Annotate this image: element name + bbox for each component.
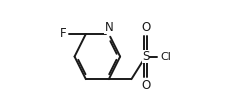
Text: S: S [141, 50, 149, 63]
Text: O: O [140, 79, 150, 92]
Text: Cl: Cl [159, 52, 170, 62]
Text: F: F [60, 27, 66, 40]
Text: O: O [140, 21, 150, 34]
Text: N: N [104, 21, 113, 34]
